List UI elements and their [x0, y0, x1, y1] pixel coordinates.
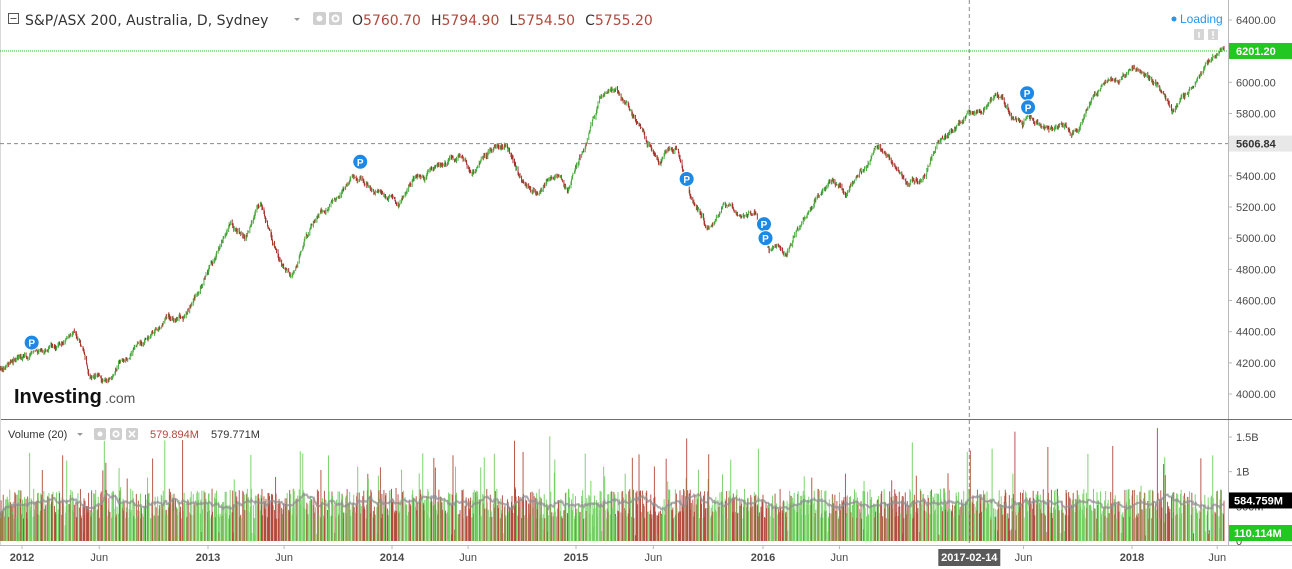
volume-legend: Volume (20) 579.894M 579.771M — [8, 428, 260, 441]
last-price-label: 6201.20 — [1229, 42, 1292, 59]
volume-tick-label: 1B — [1236, 467, 1249, 479]
p-badge-icon[interactable]: P — [1019, 85, 1036, 102]
crosshair-volume-label: 110.114M — [1229, 525, 1292, 541]
ohlc-key-o: O — [352, 13, 363, 29]
time-tick-label: 2013 — [196, 552, 220, 564]
investing-logo: Investing .com — [14, 386, 135, 408]
volume-title[interactable]: Volume (20) — [8, 429, 67, 441]
price-tick-label: 4600.00 — [1236, 296, 1276, 308]
time-tick-label: 2014 — [380, 552, 405, 564]
svg-text:P: P — [683, 175, 690, 186]
ohlc-value-o: 5760.70 — [363, 13, 421, 29]
time-tick-label: 2012 — [10, 552, 34, 564]
p-badge-icon[interactable]: P — [23, 334, 40, 351]
price-tick-label: 4200.00 — [1236, 358, 1276, 370]
logo-suffix-text: .com — [105, 390, 135, 406]
time-tick-label: Jun — [831, 552, 849, 564]
price-tick-label: 4400.00 — [1236, 327, 1276, 339]
p-badge-icon[interactable]: P — [756, 216, 773, 233]
p-badge-icon[interactable]: P — [352, 153, 369, 170]
price-tick-label: 5800.00 — [1236, 109, 1276, 121]
time-tick-label: Jun — [1015, 552, 1033, 564]
symbol-title[interactable]: S&P/ASX 200, Australia, D, Sydney — [25, 13, 268, 29]
time-tick-label: Jun — [644, 552, 662, 564]
svg-text:P: P — [28, 339, 35, 350]
volume-ma-value: 579.771M — [211, 429, 260, 441]
price-tick-label: 6400.00 — [1236, 15, 1276, 27]
last-volume-value: 584.759M — [1234, 495, 1283, 507]
ohlc-readout: O5760.70 H5794.90 L5754.50 C5755.20 — [352, 13, 653, 29]
volume-tick-label: 0 — [1236, 536, 1242, 548]
time-axis[interactable]: 2012 Jun 2013 Jun 2014 Jun 2015 Jun 2016 Jun Jun 20… — [10, 545, 1226, 564]
p-badge-icon[interactable]: P — [678, 170, 695, 187]
crosshair-date-value: 2017-02-14 — [941, 552, 998, 564]
svg-text:P: P — [1024, 89, 1031, 100]
ohlc-key-h: H — [431, 13, 442, 29]
price-tick-label: 5000.00 — [1236, 233, 1276, 245]
price-candles — [0, 45, 1225, 385]
price-tick-label: 5200.00 — [1236, 202, 1276, 214]
ohlc-value-c: 5755.20 — [595, 13, 653, 29]
crosshair-volume-value: 110.114M — [1234, 528, 1282, 540]
eye-icon[interactable] — [94, 428, 106, 440]
gear-icon[interactable] — [329, 12, 342, 25]
price-tick-label: 6000.00 — [1236, 77, 1276, 89]
price-tick-label: 5400.00 — [1236, 171, 1276, 183]
crosshair-price-label: 5606.84 — [1229, 135, 1292, 152]
close-icon[interactable] — [126, 428, 138, 440]
chart-legend: S&P/ASX 200, Australia, D, Sydney O5760.… — [8, 12, 1223, 40]
eye-icon[interactable] — [313, 12, 326, 25]
alert-icon[interactable] — [1208, 29, 1218, 40]
svg-text:P: P — [761, 220, 768, 231]
p-badge-icon[interactable]: P — [1020, 99, 1037, 116]
last-price-value: 6201.20 — [1236, 46, 1276, 58]
volume-bars — [0, 428, 1225, 541]
ohlc-value-l: 5754.50 — [517, 13, 575, 29]
time-tick-label: 2016 — [751, 552, 775, 564]
price-tick-label: 4800.00 — [1236, 264, 1276, 276]
time-tick-label: 2015 — [564, 552, 588, 564]
gear-icon[interactable] — [110, 428, 122, 440]
time-tick-label: Jun — [90, 552, 108, 564]
volume-moving-average-line — [0, 491, 1225, 519]
price-axis[interactable]: 4000.00 4200.00 4400.00 4600.00 4800.00 5000.… — [1228, 15, 1276, 401]
svg-text:P: P — [762, 234, 769, 245]
loading-dot-icon — [1171, 16, 1177, 22]
ohlc-key-c: C — [585, 13, 595, 29]
price-tick-label: 4000.00 — [1236, 389, 1276, 401]
ohlc-value-h: 5794.90 — [441, 13, 499, 29]
time-tick-label: Jun — [1208, 552, 1226, 564]
loading-status: Loading — [1180, 12, 1223, 26]
last-volume-label: 584.759M — [1229, 492, 1292, 509]
chevron-down-icon[interactable] — [294, 18, 300, 21]
volume-value: 579.894M — [150, 429, 199, 441]
info-icon[interactable] — [1194, 29, 1204, 40]
time-tick-label: Jun — [459, 552, 477, 564]
p-badge-icon[interactable]: P — [757, 230, 774, 247]
svg-text:P: P — [1025, 103, 1032, 114]
minus-square-icon[interactable] — [8, 13, 19, 24]
crosshair-time-label: 2017-02-14 — [938, 549, 1001, 566]
crosshair-price-value: 5606.84 — [1236, 139, 1277, 151]
logo-main-text: Investing — [14, 386, 102, 408]
chevron-down-icon[interactable] — [77, 433, 83, 436]
ohlc-key-l: L — [509, 13, 517, 29]
volume-tick-label: 1.5B — [1236, 432, 1259, 444]
time-tick-label: 2018 — [1120, 552, 1144, 564]
svg-text:P: P — [357, 158, 364, 169]
time-tick-label: Jun — [275, 552, 293, 564]
